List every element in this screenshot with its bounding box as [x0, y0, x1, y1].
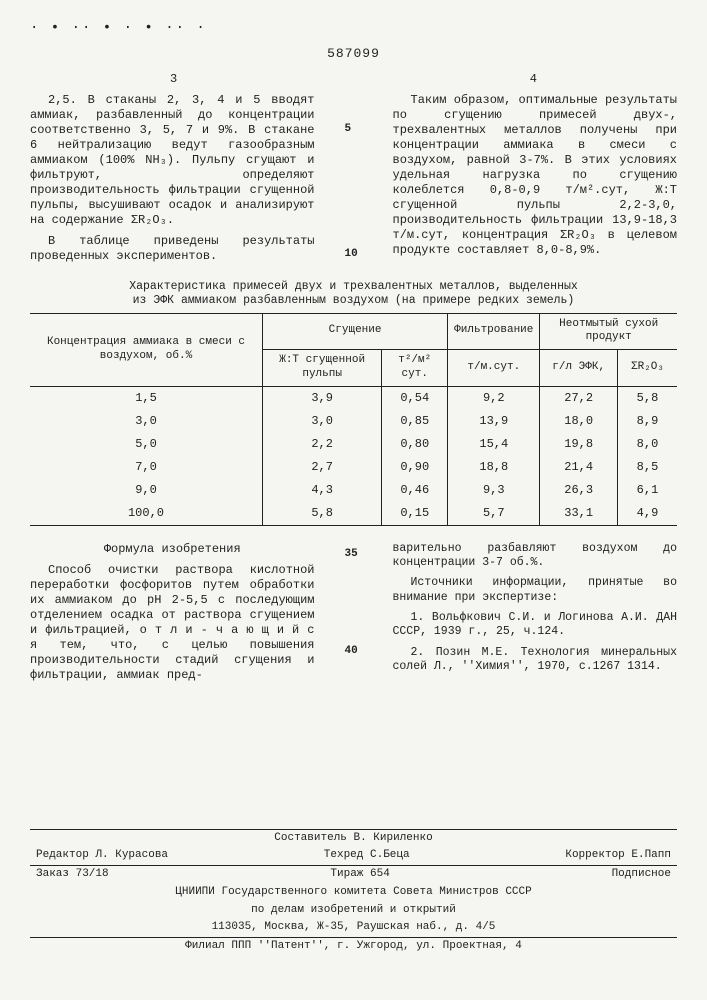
table-cell: 100,0: [30, 502, 262, 526]
line-number-5: 5: [345, 123, 363, 137]
table-cell: 4,3: [262, 479, 381, 502]
table-cell: 5,8: [617, 386, 677, 410]
table-cell: 3,9: [262, 386, 381, 410]
left-column: 2,5. В стаканы 2, 3, 4 и 5 вводят аммиак…: [30, 93, 315, 270]
table-cell: 9,3: [448, 479, 540, 502]
table-row: 9,04,30,469,326,36,1: [30, 479, 677, 502]
th-tmsut: т/м.сут.: [448, 350, 540, 387]
table-cell: 2,2: [262, 433, 381, 456]
table-cell: 9,2: [448, 386, 540, 410]
page-number-right: 4: [530, 72, 537, 87]
table-caption-line2: из ЭФК аммиаком разбавленным воздухом (н…: [133, 294, 575, 307]
table-body: 1,53,90,549,227,25,83,03,00,8513,918,08,…: [30, 386, 677, 525]
right-column: Таким образом, оптимальные результаты по…: [393, 93, 678, 270]
table-cell: 19,8: [540, 433, 618, 456]
table-cell: 6,1: [617, 479, 677, 502]
table-cell: 33,1: [540, 502, 618, 526]
table-row: 100,05,80,155,733,14,9: [30, 502, 677, 526]
left-paragraph-2: В таблице приведены результаты проведенн…: [30, 234, 315, 264]
formula-continuation: варительно разбавляют воздухом до концен…: [393, 542, 678, 571]
table-cell: 8,0: [617, 433, 677, 456]
table-caption-line1: Характеристика примесей двух и трехвален…: [129, 280, 578, 293]
table-row: 7,02,70,9018,821,48,5: [30, 456, 677, 479]
table-cell: 2,7: [262, 456, 381, 479]
footer: Составитель В. Кириленко Редактор Л. Кур…: [30, 829, 677, 956]
th-product: Неотмытый сухой продукт: [540, 313, 677, 350]
footer-order: Заказ 73/18: [36, 868, 109, 882]
table-cell: 0,90: [382, 456, 448, 479]
footer-corrector: Корректор Е.Папп: [565, 849, 671, 863]
line-numbers-lower: 35 40: [345, 542, 363, 689]
table-caption: Характеристика примесей двух и трехвален…: [30, 280, 677, 309]
th-zht: Ж:Т сгущенной пульпы: [262, 350, 381, 387]
footer-composer: Составитель В. Кириленко: [30, 830, 677, 848]
th-filtration: Фильтрование: [448, 313, 540, 350]
right-paragraph-1: Таким образом, оптимальные результаты по…: [393, 93, 678, 258]
table-cell: 3,0: [30, 410, 262, 433]
table-cell: 9,0: [30, 479, 262, 502]
table-row: 5,02,20,8015,419,88,0: [30, 433, 677, 456]
document-number: 587099: [30, 46, 677, 62]
table-cell: 5,8: [262, 502, 381, 526]
table-cell: 4,9: [617, 502, 677, 526]
table-cell: 0,46: [382, 479, 448, 502]
source-2: 2. Позин М.Е. Технология минеральных сол…: [393, 646, 678, 675]
table-cell: 0,54: [382, 386, 448, 410]
th-sr2o3: ΣR₂O₃: [617, 350, 677, 387]
table-cell: 0,85: [382, 410, 448, 433]
line-numbers-upper: 5 10: [345, 93, 363, 270]
table-cell: 13,9: [448, 410, 540, 433]
table-cell: 1,5: [30, 386, 262, 410]
line-number-10: 10: [345, 248, 363, 262]
table-cell: 8,5: [617, 456, 677, 479]
page-number-left: 3: [170, 72, 177, 87]
table-cell: 3,0: [262, 410, 381, 433]
footer-tirazh: Тираж 654: [330, 868, 389, 882]
table-cell: 21,4: [540, 456, 618, 479]
footer-techred: Техред С.Беца: [324, 849, 410, 863]
source-1: 1. Вольфкович С.И. и Логинова А.И. ДАН С…: [393, 611, 678, 640]
footer-address: 113035, Москва, Ж-35, Раушская наб., д. …: [30, 919, 677, 938]
table-cell: 0,15: [382, 502, 448, 526]
line-number-35: 35: [345, 548, 363, 562]
table-cell: 0,80: [382, 433, 448, 456]
results-table: Концентрация аммиака в смеси с воздухом,…: [30, 313, 677, 526]
footer-org1: ЦНИИПИ Государственного комитета Совета …: [30, 884, 677, 902]
th-concentration: Концентрация аммиака в смеси с воздухом,…: [30, 313, 262, 386]
left-paragraph-1: 2,5. В стаканы 2, 3, 4 и 5 вводят аммиак…: [30, 93, 315, 228]
formula-body: Способ очистки раствора кислотной перера…: [30, 563, 315, 683]
table-cell: 26,3: [540, 479, 618, 502]
table-row: 3,03,00,8513,918,08,9: [30, 410, 677, 433]
table-cell: 5,0: [30, 433, 262, 456]
table-cell: 18,8: [448, 456, 540, 479]
table-cell: 5,7: [448, 502, 540, 526]
artifact-noise: · • ·· • · • ·· ·: [30, 20, 677, 38]
footer-filial: Филиал ППП ''Патент'', г. Ужгород, ул. П…: [30, 938, 677, 956]
th-gl: г/л ЭФК,: [540, 350, 618, 387]
sources-title: Источники информации, принятые во вниман…: [393, 576, 678, 605]
table-cell: 7,0: [30, 456, 262, 479]
footer-editor: Редактор Л. Курасова: [36, 849, 168, 863]
line-number-40: 40: [345, 645, 363, 659]
formula-left-column: Формула изобретения Способ очистки раств…: [30, 542, 315, 689]
formula-title: Формула изобретения: [30, 542, 315, 557]
th-tm2: т²/м² сут.: [382, 350, 448, 387]
table-cell: 8,9: [617, 410, 677, 433]
th-thickening: Сгущение: [262, 313, 447, 350]
formula-right-column: варительно разбавляют воздухом до концен…: [393, 542, 678, 689]
table-cell: 27,2: [540, 386, 618, 410]
footer-org2: по делам изобретений и открытий: [30, 902, 677, 920]
table-row: 1,53,90,549,227,25,8: [30, 386, 677, 410]
table-cell: 15,4: [448, 433, 540, 456]
table-cell: 18,0: [540, 410, 618, 433]
footer-subscription: Подписное: [612, 868, 671, 882]
